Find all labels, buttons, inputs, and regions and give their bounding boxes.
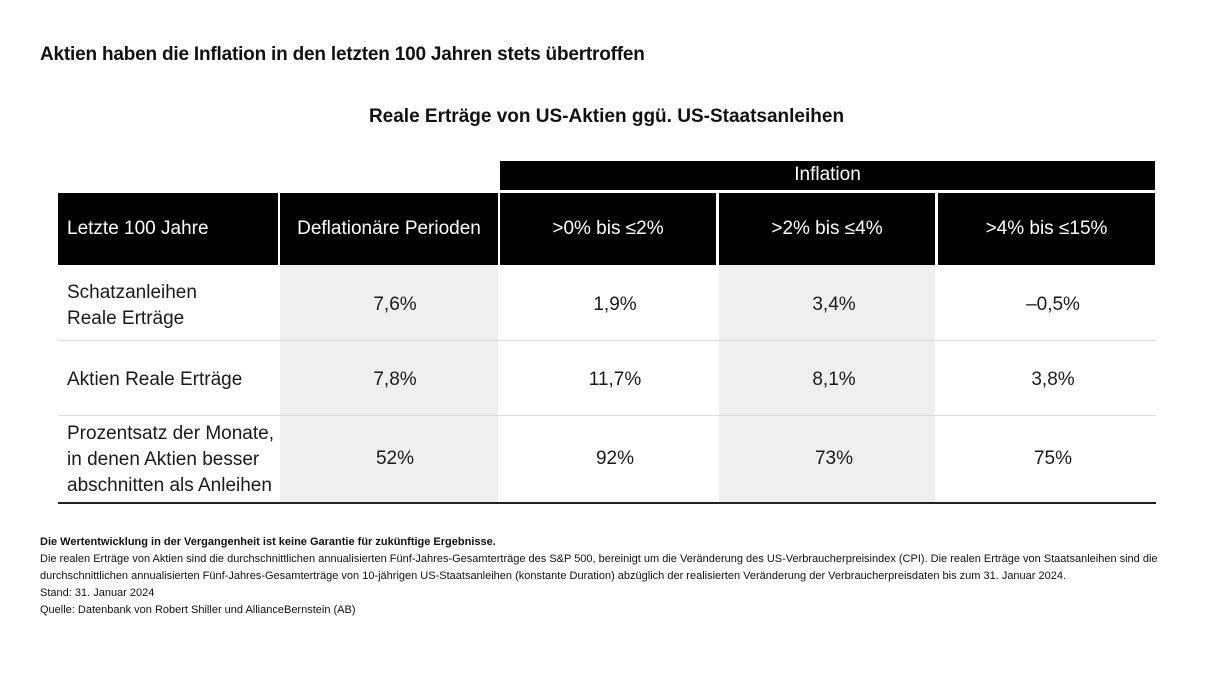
cell-equity-4-15: 3,8% (1031, 369, 1075, 390)
header-deflation: Deflationäre Perioden (280, 193, 498, 265)
source-note: Quelle: Datenbank von Robert Shiller und… (40, 604, 356, 616)
header-inflation-0-2: >0% bis ≤2% (500, 193, 716, 265)
row-label-line: Prozentsatz der Monate, (67, 423, 274, 444)
cell-treasury-4-15: –0,5% (1026, 294, 1080, 315)
header-inflation-2-4: >2% bis ≤4% (719, 193, 935, 265)
cell-months-deflation: 52% (375, 448, 415, 469)
table-bottom-rule (58, 502, 1156, 504)
row-label-line: Reale Erträge (67, 308, 185, 329)
as-of-date: Stand: 31. Januar 2024 (40, 587, 155, 599)
row-label-line: Aktien Reale Erträge (67, 369, 243, 390)
row-label-line: in denen Aktien besser (67, 449, 260, 470)
methodology-note: Die realen Erträge von Aktien sind die d… (40, 553, 1158, 582)
footnotes: Die Wertentwicklung in der Vergangenheit… (40, 534, 1180, 619)
row-label-line: abschnitten als Anleihen (67, 475, 272, 496)
cell-equity-0-2: 11,7% (588, 369, 642, 390)
table-title: Reale Erträge von US-Aktien ggü. US-Staa… (368, 106, 845, 127)
cell-treasury-deflation: 7,6% (373, 294, 417, 315)
shade-column-deflation (280, 265, 498, 503)
shade-column-inflation-2-4 (719, 265, 935, 503)
header-period: Letzte 100 Jahre (58, 193, 278, 265)
cell-months-4-15: 75% (1033, 448, 1073, 469)
cell-treasury-2-4: 3,4% (812, 294, 856, 315)
row-label-outperformance-months: Prozentsatz der Monate, in denen Aktien … (67, 421, 274, 499)
cell-months-0-2: 92% (595, 448, 635, 469)
row-label-treasury-real-returns: Schatzanleihen Reale Erträge (67, 280, 197, 332)
header-inflation-4-15: >4% bis ≤15% (938, 193, 1155, 265)
row-label-line: Schatzanleihen (67, 282, 197, 303)
row-divider (58, 415, 1156, 416)
cell-equity-deflation: 7,8% (373, 369, 417, 390)
cell-treasury-0-2: 1,9% (593, 294, 637, 315)
cell-equity-2-4: 8,1% (812, 369, 856, 390)
row-label-equity-real-returns: Aktien Reale Erträge (67, 367, 242, 393)
cell-months-2-4: 73% (814, 448, 854, 469)
row-divider (58, 340, 1156, 341)
inflation-group-header: Inflation (500, 161, 1155, 190)
disclaimer: Die Wertentwicklung in der Vergangenheit… (40, 536, 496, 548)
headline: Aktien haben die Inflation in den letzte… (40, 44, 645, 65)
